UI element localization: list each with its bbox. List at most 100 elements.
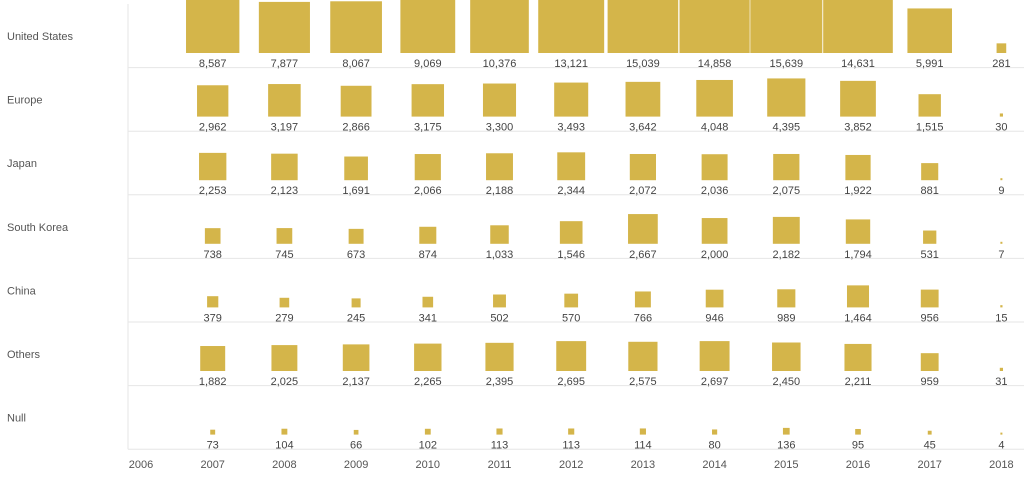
square-mark: [353, 429, 359, 435]
square-mark: [712, 429, 718, 435]
value-label: 379: [204, 312, 222, 324]
square-mark: [699, 341, 730, 371]
square-mark: [705, 289, 724, 308]
square-mark: [772, 342, 801, 371]
value-label: 279: [275, 312, 293, 324]
value-label: 5,991: [916, 58, 944, 70]
square-mark: [846, 285, 870, 308]
year-tick-label: 2006: [129, 459, 153, 471]
value-label: 1,882: [199, 376, 227, 388]
value-label: 2,695: [557, 376, 585, 388]
row-label: Europe: [7, 95, 42, 107]
value-label: 80: [708, 440, 720, 452]
square-mark: [271, 345, 298, 371]
square-mark: [568, 428, 575, 435]
value-label: 102: [419, 440, 437, 452]
value-label: 3,493: [557, 122, 585, 134]
value-label: 15,639: [769, 58, 803, 70]
square-mark: [268, 84, 301, 117]
year-tick-label: 2013: [631, 459, 655, 471]
row-label: Others: [7, 349, 41, 361]
value-label: 745: [275, 249, 293, 261]
square-mark: [844, 343, 872, 371]
square-mark: [204, 228, 221, 244]
square-mark: [907, 8, 952, 53]
square-mark: [199, 152, 227, 181]
square-mark: [607, 0, 679, 54]
value-label: 2,137: [342, 376, 370, 388]
square-mark: [281, 428, 288, 435]
value-label: 3,197: [271, 122, 299, 134]
square-mark: [921, 163, 939, 181]
value-label: 1,515: [916, 122, 944, 134]
square-mark: [351, 298, 361, 308]
value-label: 9,069: [414, 58, 442, 70]
value-label: 531: [921, 249, 939, 261]
value-label: 2,344: [557, 185, 585, 197]
square-mark: [422, 296, 434, 308]
square-mark: [419, 226, 437, 244]
square-mark: [482, 83, 517, 117]
value-label: 570: [562, 312, 580, 324]
year-tick-label: 2018: [989, 459, 1013, 471]
square-mark: [823, 0, 893, 53]
square-mark: [490, 225, 509, 244]
value-label: 956: [921, 312, 939, 324]
value-label: 95: [852, 440, 864, 452]
value-label: 7,877: [271, 58, 299, 70]
value-label: 4,395: [773, 122, 801, 134]
value-label: 31: [995, 376, 1007, 388]
square-mark: [411, 84, 445, 117]
value-label: 9: [998, 185, 1004, 197]
year-tick-label: 2014: [702, 459, 726, 471]
value-label: 2,123: [271, 185, 299, 197]
value-label: 3,642: [629, 122, 657, 134]
square-mark: [679, 0, 750, 53]
square-mark: [634, 291, 651, 308]
square-mark: [696, 79, 733, 117]
value-label: 3,175: [414, 122, 442, 134]
square-mark: [840, 80, 876, 117]
value-label: 15,039: [626, 58, 660, 70]
square-mark: [639, 428, 646, 435]
square-mark: [400, 0, 456, 54]
square-mark: [920, 353, 939, 371]
year-tick-label: 2008: [272, 459, 296, 471]
square-mark: [554, 82, 589, 117]
value-label: 989: [777, 312, 795, 324]
value-label: 15: [995, 312, 1007, 324]
square-mark: [279, 297, 290, 308]
year-tick-label: 2015: [774, 459, 798, 471]
value-label: 2,265: [414, 376, 442, 388]
square-mark: [493, 294, 506, 308]
value-label: 738: [204, 249, 222, 261]
square-mark: [701, 154, 728, 181]
square-mark: [750, 0, 823, 53]
square-mark: [414, 154, 441, 181]
square-mark: [424, 428, 431, 435]
value-label: 2,211: [845, 376, 872, 388]
square-mark: [782, 427, 790, 435]
square-mark: [1000, 432, 1003, 435]
square-mark: [1000, 305, 1003, 308]
year-tick-label: 2011: [488, 459, 512, 471]
value-label: 1,691: [342, 185, 370, 197]
value-label: 874: [419, 249, 437, 261]
square-mark: [855, 428, 861, 435]
value-label: 2,962: [199, 122, 227, 134]
value-label: 959: [921, 376, 939, 388]
year-tick-label: 2016: [846, 459, 870, 471]
row-label: United States: [7, 31, 74, 43]
value-label: 4,048: [701, 122, 729, 134]
square-mark: [772, 216, 800, 244]
value-label: 1,033: [486, 249, 514, 261]
value-label: 2,075: [773, 185, 801, 197]
value-label: 1,794: [844, 249, 872, 261]
value-label: 502: [490, 312, 508, 324]
square-mark: [920, 289, 939, 308]
value-label: 14,858: [698, 58, 732, 70]
value-label: 2,395: [486, 376, 514, 388]
value-label: 73: [207, 440, 219, 452]
value-label: 673: [347, 249, 365, 261]
square-mark: [340, 85, 372, 117]
